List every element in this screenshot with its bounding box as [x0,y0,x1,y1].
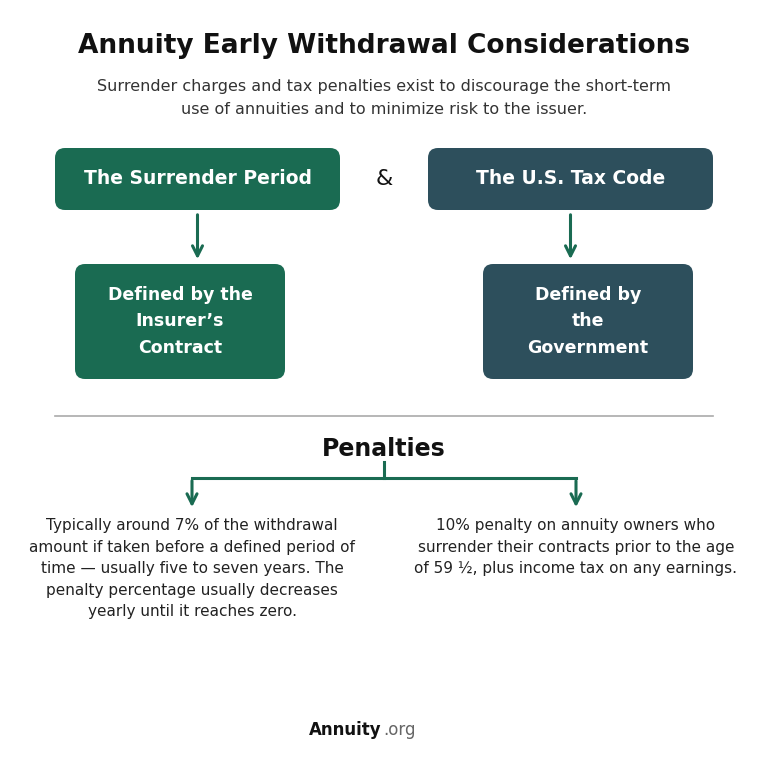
Text: Annuity Early Withdrawal Considerations: Annuity Early Withdrawal Considerations [78,33,690,59]
FancyBboxPatch shape [483,264,693,379]
Text: Annuity: Annuity [310,721,382,739]
Text: Surrender charges and tax penalties exist to discourage the short-term
use of an: Surrender charges and tax penalties exis… [97,79,671,117]
FancyBboxPatch shape [75,264,285,379]
Text: Defined by the
Insurer’s
Contract: Defined by the Insurer’s Contract [108,286,253,357]
Text: 10% penalty on annuity owners who
surrender their contracts prior to the age
of : 10% penalty on annuity owners who surren… [415,518,737,576]
Text: .org: .org [383,721,415,739]
Text: Penalties: Penalties [322,437,446,461]
Text: Defined by
the
Government: Defined by the Government [528,286,648,357]
Text: The U.S. Tax Code: The U.S. Tax Code [476,169,665,188]
FancyBboxPatch shape [55,148,340,210]
Text: Typically around 7% of the withdrawal
amount if taken before a defined period of: Typically around 7% of the withdrawal am… [29,518,355,620]
Text: The Surrender Period: The Surrender Period [84,169,312,188]
Text: &: & [376,169,392,189]
FancyBboxPatch shape [428,148,713,210]
